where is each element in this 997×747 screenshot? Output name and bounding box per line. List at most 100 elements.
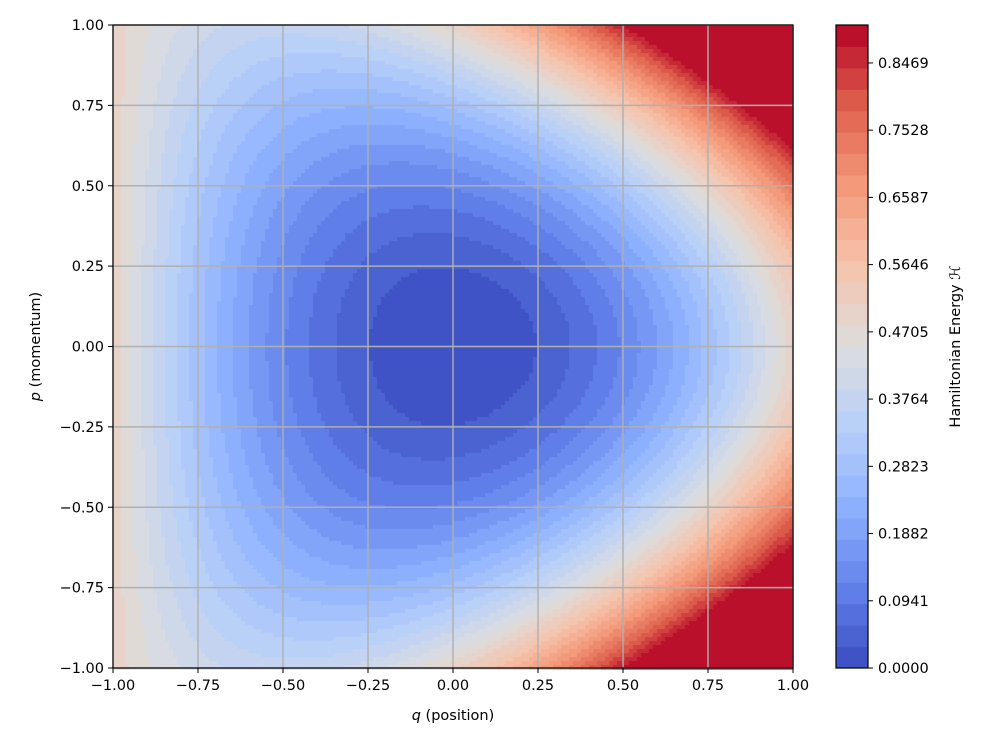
contour-cell bbox=[661, 77, 666, 82]
contour-cell bbox=[193, 33, 198, 38]
contour-cell bbox=[389, 45, 394, 50]
contour-cell bbox=[497, 41, 502, 46]
contour-cell bbox=[649, 65, 654, 70]
contour-cell bbox=[117, 105, 122, 110]
contour-cell bbox=[729, 93, 734, 98]
contour-cell bbox=[717, 45, 722, 50]
contour-cell bbox=[209, 29, 214, 34]
contour-cell bbox=[389, 73, 394, 78]
contour-cell bbox=[593, 133, 598, 138]
contour-cell bbox=[129, 37, 134, 42]
contour-cell bbox=[337, 117, 342, 122]
contour-cell bbox=[741, 85, 746, 90]
contour-cell bbox=[385, 101, 390, 106]
contour-cell bbox=[521, 101, 526, 106]
contour-cell bbox=[689, 33, 694, 38]
contour-cell bbox=[225, 105, 230, 110]
contour-cell bbox=[549, 37, 554, 42]
contour-cell bbox=[477, 53, 482, 58]
contour-cell bbox=[429, 101, 434, 106]
contour-cell bbox=[129, 113, 134, 118]
contour-cell bbox=[369, 33, 374, 38]
contour-cell bbox=[429, 41, 434, 46]
contour-cell bbox=[701, 41, 706, 46]
contour-cell bbox=[157, 125, 162, 130]
contour-cell bbox=[665, 89, 670, 94]
contour-cell bbox=[357, 129, 362, 134]
contour-cell bbox=[305, 65, 310, 70]
contour-cell bbox=[669, 25, 674, 30]
contour-cell bbox=[605, 41, 610, 46]
contour-cell bbox=[353, 101, 358, 106]
contour-cell bbox=[433, 69, 438, 74]
contour-cell bbox=[377, 53, 382, 58]
contour-cell bbox=[497, 113, 502, 118]
contour-cell bbox=[457, 85, 462, 90]
contour-cell bbox=[361, 137, 366, 142]
contour-cell bbox=[685, 125, 690, 130]
contour-cell bbox=[313, 49, 318, 54]
contour-cell bbox=[789, 81, 794, 86]
contour-cell bbox=[545, 125, 550, 130]
contour-cell bbox=[585, 133, 590, 138]
contour-cell bbox=[777, 89, 782, 94]
contour-cell bbox=[221, 53, 226, 58]
contour-cell bbox=[589, 85, 594, 90]
contour-cell bbox=[205, 129, 210, 134]
contour-cell bbox=[773, 45, 778, 50]
contour-cell bbox=[117, 137, 122, 142]
contour-cell bbox=[129, 125, 134, 130]
contour-cell bbox=[697, 69, 702, 74]
contour-cell bbox=[697, 133, 702, 138]
contour-cell bbox=[553, 65, 558, 70]
contour-cell bbox=[405, 81, 410, 86]
contour-cell bbox=[377, 77, 382, 82]
contour-cell bbox=[257, 57, 262, 62]
contour-cell bbox=[717, 113, 722, 118]
contour-cell bbox=[141, 61, 146, 66]
contour-cell bbox=[377, 49, 382, 54]
contour-cell bbox=[265, 137, 270, 142]
contour-cell bbox=[425, 61, 430, 66]
contour-cell bbox=[209, 41, 214, 46]
contour-cell bbox=[113, 61, 118, 66]
contour-cell bbox=[525, 57, 530, 62]
contour-cell bbox=[213, 105, 218, 110]
contour-cell bbox=[505, 29, 510, 34]
contour-cell bbox=[457, 57, 462, 62]
contour-cell bbox=[245, 129, 250, 134]
contour-cell bbox=[745, 137, 750, 142]
contour-cell bbox=[149, 85, 154, 90]
contour-cell bbox=[177, 97, 182, 102]
contour-cell bbox=[657, 137, 662, 142]
contour-cell bbox=[445, 37, 450, 42]
contour-cell bbox=[417, 89, 422, 94]
contour-cell bbox=[361, 25, 366, 30]
contour-cell bbox=[129, 53, 134, 58]
contour-cell bbox=[661, 125, 666, 130]
contour-cell bbox=[501, 49, 506, 54]
contour-cell bbox=[525, 77, 530, 82]
contour-cell bbox=[529, 137, 534, 142]
contour-cell bbox=[261, 69, 266, 74]
contour-cell bbox=[753, 33, 758, 38]
contour-cell bbox=[185, 85, 190, 90]
contour-cell bbox=[445, 57, 450, 62]
contour-cell bbox=[725, 37, 730, 42]
contour-cell bbox=[749, 73, 754, 78]
contour-cell bbox=[473, 57, 478, 62]
contour-cell bbox=[477, 37, 482, 42]
contour-cell bbox=[301, 97, 306, 102]
contour-cell bbox=[333, 113, 338, 118]
contour-cell bbox=[557, 93, 562, 98]
contour-cell bbox=[565, 105, 570, 110]
contour-cell bbox=[393, 29, 398, 34]
contour-cell bbox=[593, 101, 598, 106]
contour-cell bbox=[173, 109, 178, 114]
contour-cell bbox=[597, 121, 602, 126]
contour-cell bbox=[601, 29, 606, 34]
contour-cell bbox=[529, 101, 534, 106]
contour-cell bbox=[445, 33, 450, 38]
contour-cell bbox=[597, 29, 602, 34]
contour-cell bbox=[165, 65, 170, 70]
